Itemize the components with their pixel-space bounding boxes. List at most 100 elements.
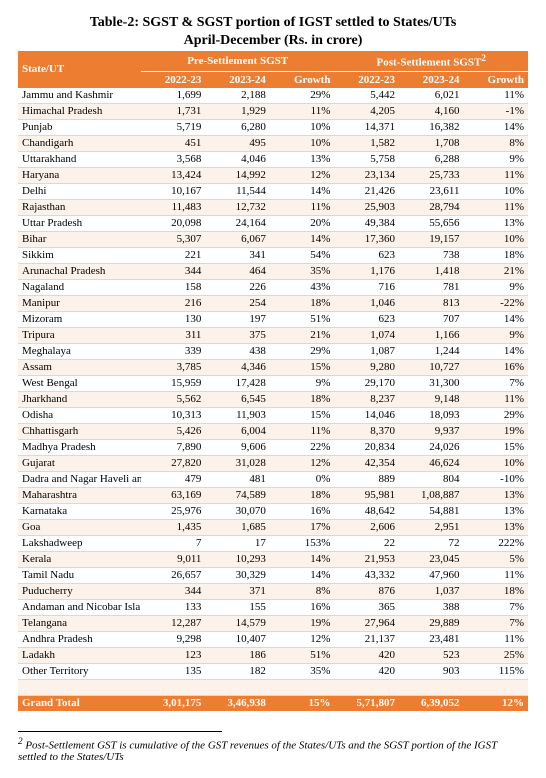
cell-pre-y2: 375 xyxy=(205,327,270,343)
cell-state: Puducherry xyxy=(18,583,141,599)
cell-post-y1: 623 xyxy=(334,247,399,263)
table-row: Rajasthan11,48312,73211%25,90328,79411% xyxy=(18,199,528,215)
cell-pre-growth: 10% xyxy=(270,119,335,135)
col-header-post-y1: 2022-23 xyxy=(334,71,399,88)
cell-pre-growth: 15% xyxy=(270,407,335,423)
table-row: Manipur21625418%1,046813-22% xyxy=(18,295,528,311)
cell-pre-y1: 123 xyxy=(141,647,206,663)
cell-pre-y1: 3,568 xyxy=(141,151,206,167)
cell-pre-y1: 63,169 xyxy=(141,487,206,503)
table-row: Lakshadweep717153%2272222% xyxy=(18,535,528,551)
cell-pre-y2: 6,545 xyxy=(205,391,270,407)
cell-pre-growth: 10% xyxy=(270,135,335,151)
cell-pre-y2: 10,293 xyxy=(205,551,270,567)
cell-state: West Bengal xyxy=(18,375,141,391)
cell-post-y1: 14,046 xyxy=(334,407,399,423)
cell-post-growth: 13% xyxy=(463,519,528,535)
cell-post-y1: 14,371 xyxy=(334,119,399,135)
cell-pre-y2: 254 xyxy=(205,295,270,311)
cell-pre-y1: 344 xyxy=(141,263,206,279)
cell-pre-y1: 133 xyxy=(141,599,206,615)
cell-post-y1: 21,137 xyxy=(334,631,399,647)
cell-post-y2: 23,481 xyxy=(399,631,464,647)
cell-post-y2: 1,708 xyxy=(399,135,464,151)
cell-pre-growth: 11% xyxy=(270,103,335,119)
cell-post-growth: 11% xyxy=(463,199,528,215)
cell-pre-y1: 1,699 xyxy=(141,88,206,104)
cell-post-y1: 22 xyxy=(334,535,399,551)
cell-post-y1: 5,442 xyxy=(334,88,399,104)
cell-post-y2: 4,160 xyxy=(399,103,464,119)
cell-pre-growth: 16% xyxy=(270,599,335,615)
cell-pre-y2: 155 xyxy=(205,599,270,615)
cell-pre-y1: 479 xyxy=(141,471,206,487)
cell-pre-y1: 7 xyxy=(141,535,206,551)
table-row: Jharkhand5,5626,54518%8,2379,14811% xyxy=(18,391,528,407)
cell-post-growth: 8% xyxy=(463,135,528,151)
cell-state: Chhattisgarh xyxy=(18,423,141,439)
cell-state: Sikkim xyxy=(18,247,141,263)
cell-state: Gujarat xyxy=(18,455,141,471)
cell-pre-y2: 30,329 xyxy=(205,567,270,583)
cell-state: Punjab xyxy=(18,119,141,135)
table-row: West Bengal15,95917,4289%29,17031,3007% xyxy=(18,375,528,391)
cell-post-growth: -22% xyxy=(463,295,528,311)
cell-post-y2: 29,889 xyxy=(399,615,464,631)
table-row: Uttar Pradesh20,09824,16420%49,38455,656… xyxy=(18,215,528,231)
table-row: Haryana13,42414,99212%23,13425,73311% xyxy=(18,167,528,183)
cell-post-y1: 29,170 xyxy=(334,375,399,391)
cell-pre-growth: 18% xyxy=(270,487,335,503)
cell-pre-y2: 371 xyxy=(205,583,270,599)
cell-post-growth: 11% xyxy=(463,391,528,407)
cell-post-y2: 738 xyxy=(399,247,464,263)
cell-post-growth: 9% xyxy=(463,151,528,167)
cell-post-y2: 6,021 xyxy=(399,88,464,104)
cell-pre-y2: 74,589 xyxy=(205,487,270,503)
cell-pre-growth: 17% xyxy=(270,519,335,535)
col-header-post-growth: Growth xyxy=(463,71,528,88)
cell-post-y1: 27,964 xyxy=(334,615,399,631)
cell-pre-y2: 495 xyxy=(205,135,270,151)
cell-post-y2: 903 xyxy=(399,663,464,679)
table-row xyxy=(18,679,528,695)
cell-post-growth: 7% xyxy=(463,615,528,631)
cell-state: Rajasthan xyxy=(18,199,141,215)
cell-post-y2: 707 xyxy=(399,311,464,327)
cell-pre-y2: 6,280 xyxy=(205,119,270,135)
cell-post-y2: 1,418 xyxy=(399,263,464,279)
cell-post-y2: 18,093 xyxy=(399,407,464,423)
table-row: Goa1,4351,68517%2,6062,95113% xyxy=(18,519,528,535)
cell-pre-growth: 29% xyxy=(270,343,335,359)
cell-pre-y2: 31,028 xyxy=(205,455,270,471)
cell-pre-y1: 135 xyxy=(141,663,206,679)
cell-pre-y2: 12,732 xyxy=(205,199,270,215)
col-header-post-y2: 2023-24 xyxy=(399,71,464,88)
cell-post-y2: 388 xyxy=(399,599,464,615)
table-row: Jammu and Kashmir1,6992,18829%5,4426,021… xyxy=(18,88,528,104)
table-row: Maharashtra63,16974,58918%95,9811,08,887… xyxy=(18,487,528,503)
cell-state: Arunachal Pradesh xyxy=(18,263,141,279)
cell-pre-y2: 481 xyxy=(205,471,270,487)
cell-post-growth: 222% xyxy=(463,535,528,551)
table-row: Madhya Pradesh7,8909,60622%20,83424,0261… xyxy=(18,439,528,455)
cell-pre-growth: 29% xyxy=(270,88,335,104)
table-row: Karnataka25,97630,07016%48,64254,88113% xyxy=(18,503,528,519)
cell-post-y2: 23,611 xyxy=(399,183,464,199)
cell-state: Lakshadweep xyxy=(18,535,141,551)
cell-pre-growth: 153% xyxy=(270,535,335,551)
cell-post-growth: 11% xyxy=(463,567,528,583)
cell-state: Telangana xyxy=(18,615,141,631)
cell-pre-growth: 13% xyxy=(270,151,335,167)
cell-pre-y1: 451 xyxy=(141,135,206,151)
col-group-pre: Pre-Settlement SGST xyxy=(141,51,335,71)
cell-pre-y2: 30,070 xyxy=(205,503,270,519)
cell-pre-y2: 182 xyxy=(205,663,270,679)
cell-state: Jharkhand xyxy=(18,391,141,407)
cell-post-y2: 9,937 xyxy=(399,423,464,439)
cell-post-growth: 7% xyxy=(463,375,528,391)
sgst-table: State/UT Pre-Settlement SGST Post-Settle… xyxy=(18,51,528,711)
cell-state: Delhi xyxy=(18,183,141,199)
cell-pre-growth: 19% xyxy=(270,615,335,631)
cell-post-y2: 54,881 xyxy=(399,503,464,519)
cell-pre-y2: 1,685 xyxy=(205,519,270,535)
